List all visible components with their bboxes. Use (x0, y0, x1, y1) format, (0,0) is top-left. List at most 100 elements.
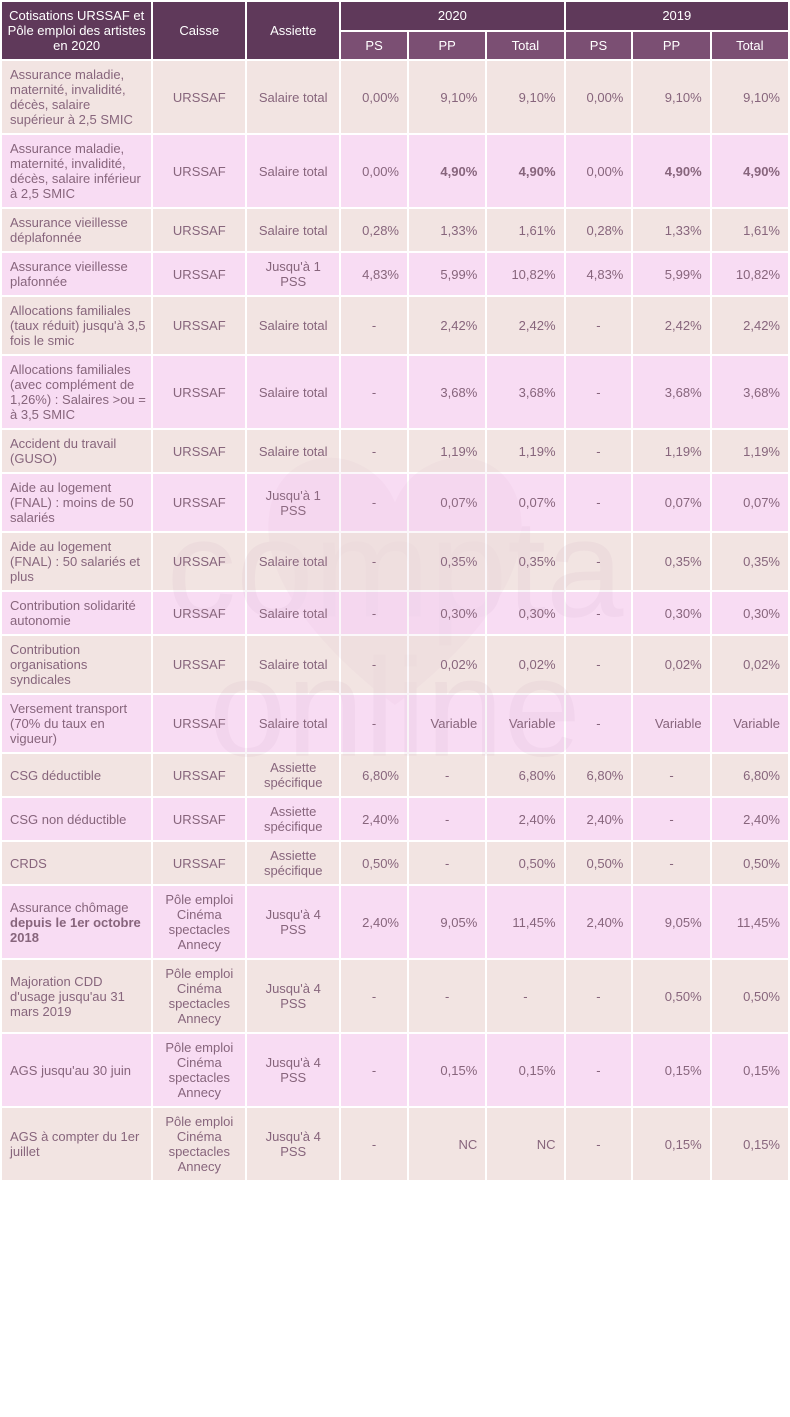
cell-2020-total: 0,15% (486, 1033, 564, 1107)
cell-2020-ps: - (340, 429, 408, 473)
table-body: Assurance maladie, maternité, invalidité… (1, 60, 789, 1181)
cell-2020-ps: - (340, 1033, 408, 1107)
cell-2020-pp: 1,19% (408, 429, 486, 473)
header-assiette: Assiette (246, 1, 340, 60)
cell-2020-ps: 0,28% (340, 208, 408, 252)
cell-2020-ps: - (340, 1107, 408, 1181)
cell-2019-pp: 1,33% (632, 208, 710, 252)
cell-2019-ps: - (565, 635, 633, 694)
cell-caisse: URSSAF (152, 355, 246, 429)
cell-2019-pp: 5,99% (632, 252, 710, 296)
cell-assiette: Salaire total (246, 694, 340, 753)
cell-2020-ps: - (340, 591, 408, 635)
cell-2020-ps: - (340, 532, 408, 591)
cell-2019-total: 4,90% (711, 134, 789, 208)
cell-2020-pp: NC (408, 1107, 486, 1181)
cell-label: AGS jusqu'au 30 juin (1, 1033, 152, 1107)
cell-2020-pp: 0,07% (408, 473, 486, 532)
cell-2019-ps: - (565, 959, 633, 1033)
cell-2020-pp: 0,35% (408, 532, 486, 591)
cell-2020-ps: - (340, 473, 408, 532)
cell-2019-ps: 2,40% (565, 797, 633, 841)
table-row: Accident du travail (GUSO)URSSAFSalaire … (1, 429, 789, 473)
cell-2020-total: 11,45% (486, 885, 564, 959)
table-row: Assurance vieillesse plafonnéeURSSAFJusq… (1, 252, 789, 296)
cell-2019-ps: 0,50% (565, 841, 633, 885)
cell-2020-total: 0,02% (486, 635, 564, 694)
cell-2019-ps: - (565, 1033, 633, 1107)
cell-caisse: URSSAF (152, 532, 246, 591)
cell-2019-pp: - (632, 797, 710, 841)
cell-assiette: Salaire total (246, 429, 340, 473)
cell-2020-total: 0,50% (486, 841, 564, 885)
cell-label: Versement transport (70% du taux en vigu… (1, 694, 152, 753)
cell-label: CRDS (1, 841, 152, 885)
table-row: CSG déductibleURSSAFAssiette spécifique6… (1, 753, 789, 797)
cell-2019-pp: 2,42% (632, 296, 710, 355)
cell-caisse: URSSAF (152, 296, 246, 355)
cell-2020-pp: 4,90% (408, 134, 486, 208)
cell-2019-pp: 3,68% (632, 355, 710, 429)
cell-caisse: URSSAF (152, 60, 246, 134)
cell-2019-pp: 1,19% (632, 429, 710, 473)
cell-2019-ps: - (565, 429, 633, 473)
cell-2020-total: - (486, 959, 564, 1033)
cell-2020-pp: 0,02% (408, 635, 486, 694)
cell-caisse: URSSAF (152, 797, 246, 841)
cell-caisse: URSSAF (152, 841, 246, 885)
cell-assiette: Assiette spécifique (246, 753, 340, 797)
cell-2019-total: 0,15% (711, 1033, 789, 1107)
cell-2019-pp: Variable (632, 694, 710, 753)
cell-2019-ps: - (565, 355, 633, 429)
cell-2019-total: 0,07% (711, 473, 789, 532)
cell-2019-ps: 0,00% (565, 134, 633, 208)
header-caisse: Caisse (152, 1, 246, 60)
header-year-2020: 2020 (340, 1, 564, 31)
cell-2019-pp: 0,07% (632, 473, 710, 532)
cell-2020-ps: - (340, 296, 408, 355)
table-row: AGS jusqu'au 30 juinPôle emploi Cinéma s… (1, 1033, 789, 1107)
cell-caisse: URSSAF (152, 429, 246, 473)
header-2019-ps: PS (565, 31, 633, 61)
cell-caisse: URSSAF (152, 635, 246, 694)
cell-label: AGS à compter du 1er juillet (1, 1107, 152, 1181)
cell-2020-pp: 1,33% (408, 208, 486, 252)
cell-2019-pp: - (632, 841, 710, 885)
cell-caisse: URSSAF (152, 134, 246, 208)
cell-assiette: Salaire total (246, 296, 340, 355)
cell-2019-total: 3,68% (711, 355, 789, 429)
header-2019-pp: PP (632, 31, 710, 61)
cell-2019-pp: - (632, 753, 710, 797)
cell-caisse: Pôle emploi Cinéma spectacles Annecy (152, 959, 246, 1033)
table-row: Allocations familiales (taux réduit) jus… (1, 296, 789, 355)
cell-caisse: URSSAF (152, 753, 246, 797)
table-row: Assurance vieillesse déplafonnéeURSSAFSa… (1, 208, 789, 252)
cell-2019-pp: 9,05% (632, 885, 710, 959)
table-row: CSG non déductibleURSSAFAssiette spécifi… (1, 797, 789, 841)
cell-2020-pp: - (408, 797, 486, 841)
cell-2020-total: 1,19% (486, 429, 564, 473)
cell-2020-ps: 0,50% (340, 841, 408, 885)
cell-2019-pp: 4,90% (632, 134, 710, 208)
table-row: Assurance chômage depuis le 1er octobre … (1, 885, 789, 959)
table-row: CRDSURSSAFAssiette spécifique0,50%-0,50%… (1, 841, 789, 885)
cell-caisse: Pôle emploi Cinéma spectacles Annecy (152, 885, 246, 959)
cell-assiette: Jusqu'à 4 PSS (246, 1033, 340, 1107)
cell-caisse: URSSAF (152, 694, 246, 753)
cell-2019-total: 1,19% (711, 429, 789, 473)
cell-label: Contribution organisations syndicales (1, 635, 152, 694)
cell-label: Aide au logement (FNAL) : moins de 50 sa… (1, 473, 152, 532)
table-row: Allocations familiales (avec complément … (1, 355, 789, 429)
cell-2019-ps: - (565, 532, 633, 591)
cell-2020-total: 4,90% (486, 134, 564, 208)
cell-label: Allocations familiales (avec complément … (1, 355, 152, 429)
cell-2020-total: 0,35% (486, 532, 564, 591)
cell-2020-total: NC (486, 1107, 564, 1181)
cell-2020-total: 9,10% (486, 60, 564, 134)
cell-2019-ps: - (565, 473, 633, 532)
cell-2019-total: 2,40% (711, 797, 789, 841)
cell-2019-total: 1,61% (711, 208, 789, 252)
cell-2020-pp: Variable (408, 694, 486, 753)
table-head: Cotisations URSSAF et Pôle emploi des ar… (1, 1, 789, 60)
cell-2019-total: 0,30% (711, 591, 789, 635)
